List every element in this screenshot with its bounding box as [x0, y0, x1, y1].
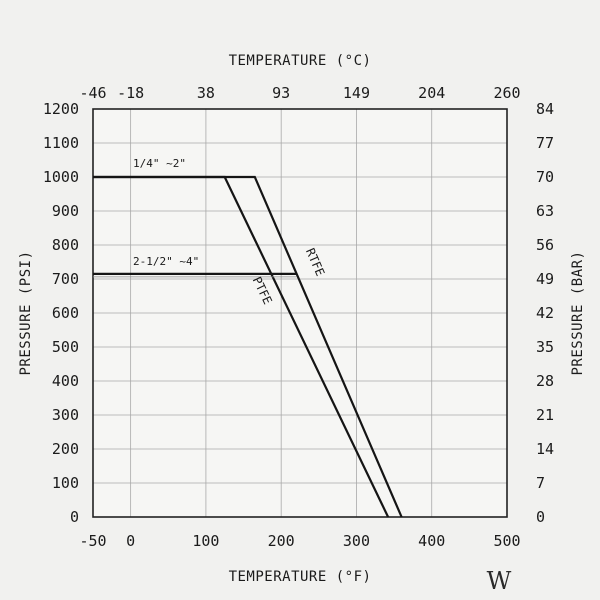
y-tick-label-right: 28	[536, 372, 554, 390]
series-line-ptfe	[93, 175, 390, 518]
y-tick-label-left: 600	[52, 304, 79, 322]
x-tick-label-bottom: -50	[79, 532, 106, 550]
corner-mark: W	[487, 567, 512, 595]
y-tick-label-left: 400	[52, 372, 79, 390]
y-tick-label-left: 1200	[43, 100, 79, 118]
y-axis-title-right: PRESSURE (BAR)	[570, 250, 586, 375]
x-tick-label-top: 38	[197, 84, 215, 102]
y-tick-label-left: 500	[52, 338, 79, 356]
y-tick-label-right: 21	[536, 406, 554, 424]
y-tick-label-right: 84	[536, 100, 554, 118]
y-tick-label-right: 7	[536, 474, 545, 492]
x-tick-label-bottom: 400	[418, 532, 445, 550]
x-tick-label-bottom: 500	[493, 532, 520, 550]
x-tick-label-top: -18	[117, 84, 144, 102]
y-tick-label-right: 42	[536, 304, 554, 322]
x-tick-label-top: 149	[343, 84, 370, 102]
y-tick-label-right: 77	[536, 134, 554, 152]
y-tick-label-right: 49	[536, 270, 554, 288]
x-tick-label-bottom: 0	[126, 532, 135, 550]
y-tick-label-right: 0	[536, 508, 545, 526]
y-tick-label-left: 1100	[43, 134, 79, 152]
y-tick-label-left: 700	[52, 270, 79, 288]
y-tick-label-right: 70	[536, 168, 554, 186]
y-tick-label-left: 900	[52, 202, 79, 220]
y-tick-label-right: 63	[536, 202, 554, 220]
x-tick-label-top: 204	[418, 84, 445, 102]
size-label-1-4-to-2: 1/4" ~2"	[133, 157, 186, 170]
y-tick-label-right: 14	[536, 440, 554, 458]
size-label-2-1-2-to-4: 2-1/2" ~4"	[133, 255, 199, 268]
x-axis-title-bottom: TEMPERATURE (°F)	[229, 569, 372, 585]
y-tick-label-left: 0	[70, 508, 79, 526]
x-tick-label-bottom: 200	[268, 532, 295, 550]
y-tick-label-left: 100	[52, 474, 79, 492]
x-tick-label-bottom: 100	[192, 532, 219, 550]
y-tick-label-left: 1000	[43, 168, 79, 186]
plot-frame	[92, 108, 508, 518]
x-tick-label-bottom: 300	[343, 532, 370, 550]
x-axis-title-top: TEMPERATURE (°C)	[229, 53, 372, 69]
y-axis-title-left: PRESSURE (PSI)	[18, 250, 34, 375]
y-tick-label-right: 35	[536, 338, 554, 356]
y-tick-label-left: 200	[52, 440, 79, 458]
y-tick-label-left: 300	[52, 406, 79, 424]
y-tick-label-right: 56	[536, 236, 554, 254]
y-tick-label-left: 800	[52, 236, 79, 254]
x-tick-label-top: 93	[272, 84, 290, 102]
x-tick-label-top: -46	[79, 84, 106, 102]
x-tick-label-top: 260	[493, 84, 520, 102]
